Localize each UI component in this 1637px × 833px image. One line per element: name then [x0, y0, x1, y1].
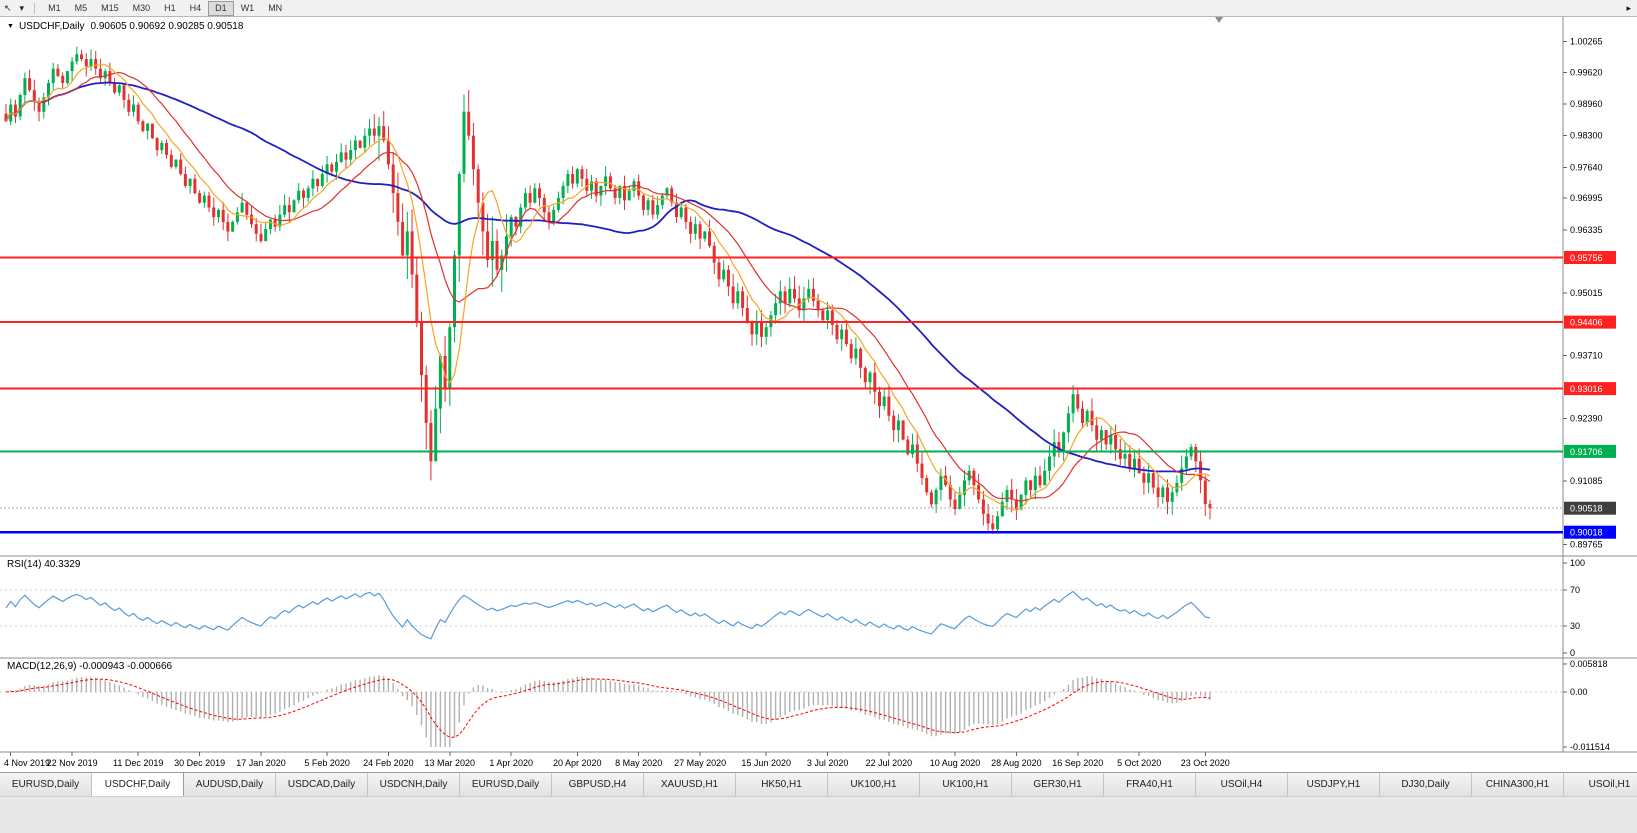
chart-tab-xauusd-h1[interactable]: XAUUSD,H1: [644, 773, 736, 797]
horizontal-line-objects: [0, 256, 1563, 534]
chart-tab-usoil-h1[interactable]: USOil,H1: [1564, 773, 1637, 797]
chart-tab-fra40-h1[interactable]: FRA40,H1: [1104, 773, 1196, 797]
svg-text:0.95756: 0.95756: [1570, 253, 1603, 263]
svg-text:0.90518: 0.90518: [1570, 504, 1603, 514]
toolbar-overflow-icon[interactable]: ▸: [1626, 2, 1631, 13]
svg-text:4 Nov 2019: 4 Nov 2019: [4, 758, 50, 768]
price-badges: 0.95756 0.94406 0.93016 0.91706 0.90018 0.905…: [1564, 251, 1616, 539]
svg-text:0.93016: 0.93016: [1570, 384, 1603, 394]
chart-tab-bar: EURUSD,Daily USDCHF,Daily AUDUSD,Daily USDC…: [0, 772, 1637, 797]
svg-text:16 Sep 2020: 16 Sep 2020: [1052, 758, 1103, 768]
svg-text:5 Oct 2020: 5 Oct 2020: [1117, 758, 1161, 768]
chart-tab-usoil-h4[interactable]: USOil,H4: [1196, 773, 1288, 797]
timeframe-button-m15[interactable]: M15: [101, 2, 119, 13]
timeframe-button-m1[interactable]: M1: [48, 2, 61, 13]
svg-text:1 Apr 2020: 1 Apr 2020: [489, 758, 533, 768]
candlesticks: [4, 46, 1212, 534]
ma-slow-line: [5, 81, 1211, 473]
svg-text:30 Dec 2019: 30 Dec 2019: [174, 758, 225, 768]
svg-text:0.98960: 0.98960: [1570, 99, 1603, 109]
timeframe-button-mn[interactable]: MN: [268, 2, 283, 13]
svg-text:15 Jun 2020: 15 Jun 2020: [741, 758, 791, 768]
svg-text:22 Jul 2020: 22 Jul 2020: [866, 758, 913, 768]
bottom-strip: [0, 796, 1637, 833]
svg-text:0.90018: 0.90018: [1570, 528, 1603, 538]
price-axis: 1.00265 0.99620 0.98960 0.98300 0.97640 0.969…: [1563, 37, 1610, 752]
svg-text:13 Mar 2020: 13 Mar 2020: [425, 758, 476, 768]
moving-average-lines: [5, 64, 1211, 512]
cursor-icon[interactable]: ↖: [4, 2, 12, 13]
svg-text:0.96995: 0.96995: [1570, 193, 1603, 203]
chart-tab-uk100-h1[interactable]: UK100,H1: [920, 773, 1012, 797]
chart-tab-usdchf-daily[interactable]: USDCHF,Daily: [92, 773, 184, 797]
chart-tab-eurusd-daily[interactable]: EURUSD,Daily: [0, 773, 92, 797]
timeframe-button-w1[interactable]: W1: [240, 2, 255, 13]
svg-text:20 Apr 2020: 20 Apr 2020: [553, 758, 602, 768]
chart-tab-ger30-h1[interactable]: GER30,H1: [1012, 773, 1104, 797]
pane-separators: [0, 15, 1637, 753]
svg-text:10 Aug 2020: 10 Aug 2020: [930, 758, 981, 768]
ma-fast-line: [5, 64, 1211, 512]
chart-tab-hk50-h1[interactable]: HK50,H1: [736, 773, 828, 797]
svg-text:0.005818: 0.005818: [1570, 659, 1608, 669]
svg-text:11 Dec 2019: 11 Dec 2019: [113, 758, 163, 768]
timeframe-button-d1[interactable]: D1: [208, 0, 234, 16]
chart-tab-usdjpy-h1[interactable]: USDJPY,H1: [1288, 773, 1380, 797]
timeframe-group: M1 M5 M15 M30 H1 H4 D1 W1 MN: [41, 0, 289, 16]
chart-tab-usdcad-daily[interactable]: USDCAD,Daily: [276, 773, 368, 797]
chart-shift-marker: [1215, 17, 1223, 23]
toolbar-separator: [34, 2, 36, 14]
timeframe-button-h4[interactable]: H4: [189, 2, 202, 13]
svg-text:30: 30: [1570, 621, 1580, 631]
svg-text:0.91085: 0.91085: [1570, 476, 1603, 486]
svg-text:0.92390: 0.92390: [1570, 414, 1603, 424]
svg-text:5 Feb 2020: 5 Feb 2020: [304, 758, 350, 768]
svg-text:0.00: 0.00: [1570, 687, 1588, 697]
svg-text:0.95015: 0.95015: [1570, 288, 1603, 298]
chart-tab-dj30-daily[interactable]: DJ30,Daily: [1380, 773, 1472, 797]
timeframe-button-m5[interactable]: M5: [74, 2, 88, 13]
svg-text:0.99620: 0.99620: [1570, 67, 1603, 77]
svg-text:0.94406: 0.94406: [1570, 318, 1603, 328]
timeframe-button-m30[interactable]: M30: [132, 2, 151, 13]
chart-tab-gbpusd-h4[interactable]: GBPUSD,H4: [552, 773, 644, 797]
svg-text:23 Oct 2020: 23 Oct 2020: [1181, 758, 1230, 768]
chart-tab-usdcnh-daily[interactable]: USDCNH,Daily: [368, 773, 460, 797]
svg-text:70: 70: [1570, 585, 1580, 595]
top-toolbar: ↖ ▾ M1 M5 M15 M30 H1 H4 D1 W1 MN ▸: [0, 0, 1637, 17]
svg-text:27 May 2020: 27 May 2020: [674, 758, 726, 768]
svg-text:0.97640: 0.97640: [1570, 162, 1603, 172]
svg-text:0.96335: 0.96335: [1570, 225, 1603, 235]
svg-text:24 Feb 2020: 24 Feb 2020: [363, 758, 414, 768]
timeframe-button-h1[interactable]: H1: [164, 2, 176, 13]
macd-histogram: [9, 675, 1211, 747]
chart-tab-uk100-h1[interactable]: UK100,H1: [828, 773, 920, 797]
svg-text:0.93710: 0.93710: [1570, 350, 1603, 360]
svg-text:1.00265: 1.00265: [1570, 37, 1603, 47]
svg-text:-0.011514: -0.011514: [1570, 742, 1610, 752]
macd-signal-line: [5, 678, 1211, 738]
svg-text:100: 100: [1570, 558, 1585, 568]
svg-text:0.89765: 0.89765: [1570, 539, 1603, 549]
chart-tab-eurusd-daily[interactable]: EURUSD,Daily: [460, 773, 552, 797]
svg-text:28 Aug 2020: 28 Aug 2020: [991, 758, 1042, 768]
svg-text:17 Jan 2020: 17 Jan 2020: [236, 758, 286, 768]
svg-text:0.98300: 0.98300: [1570, 131, 1603, 141]
svg-text:3 Jul 2020: 3 Jul 2020: [807, 758, 849, 768]
chart-tab-china300-h1[interactable]: CHINA300,H1: [1472, 773, 1564, 797]
dropdown-icon[interactable]: ▾: [19, 2, 25, 13]
svg-text:0: 0: [1570, 648, 1575, 658]
svg-text:8 May 2020: 8 May 2020: [615, 758, 662, 768]
svg-text:0.91706: 0.91706: [1570, 447, 1603, 457]
rsi-line: [5, 590, 1211, 640]
svg-text:22 Nov 2019: 22 Nov 2019: [47, 758, 98, 768]
indicator-level-lines: [0, 589, 1563, 693]
ma-mid-line: [5, 71, 1211, 502]
chart-tab-audusd-daily[interactable]: AUDUSD,Daily: [184, 773, 276, 797]
